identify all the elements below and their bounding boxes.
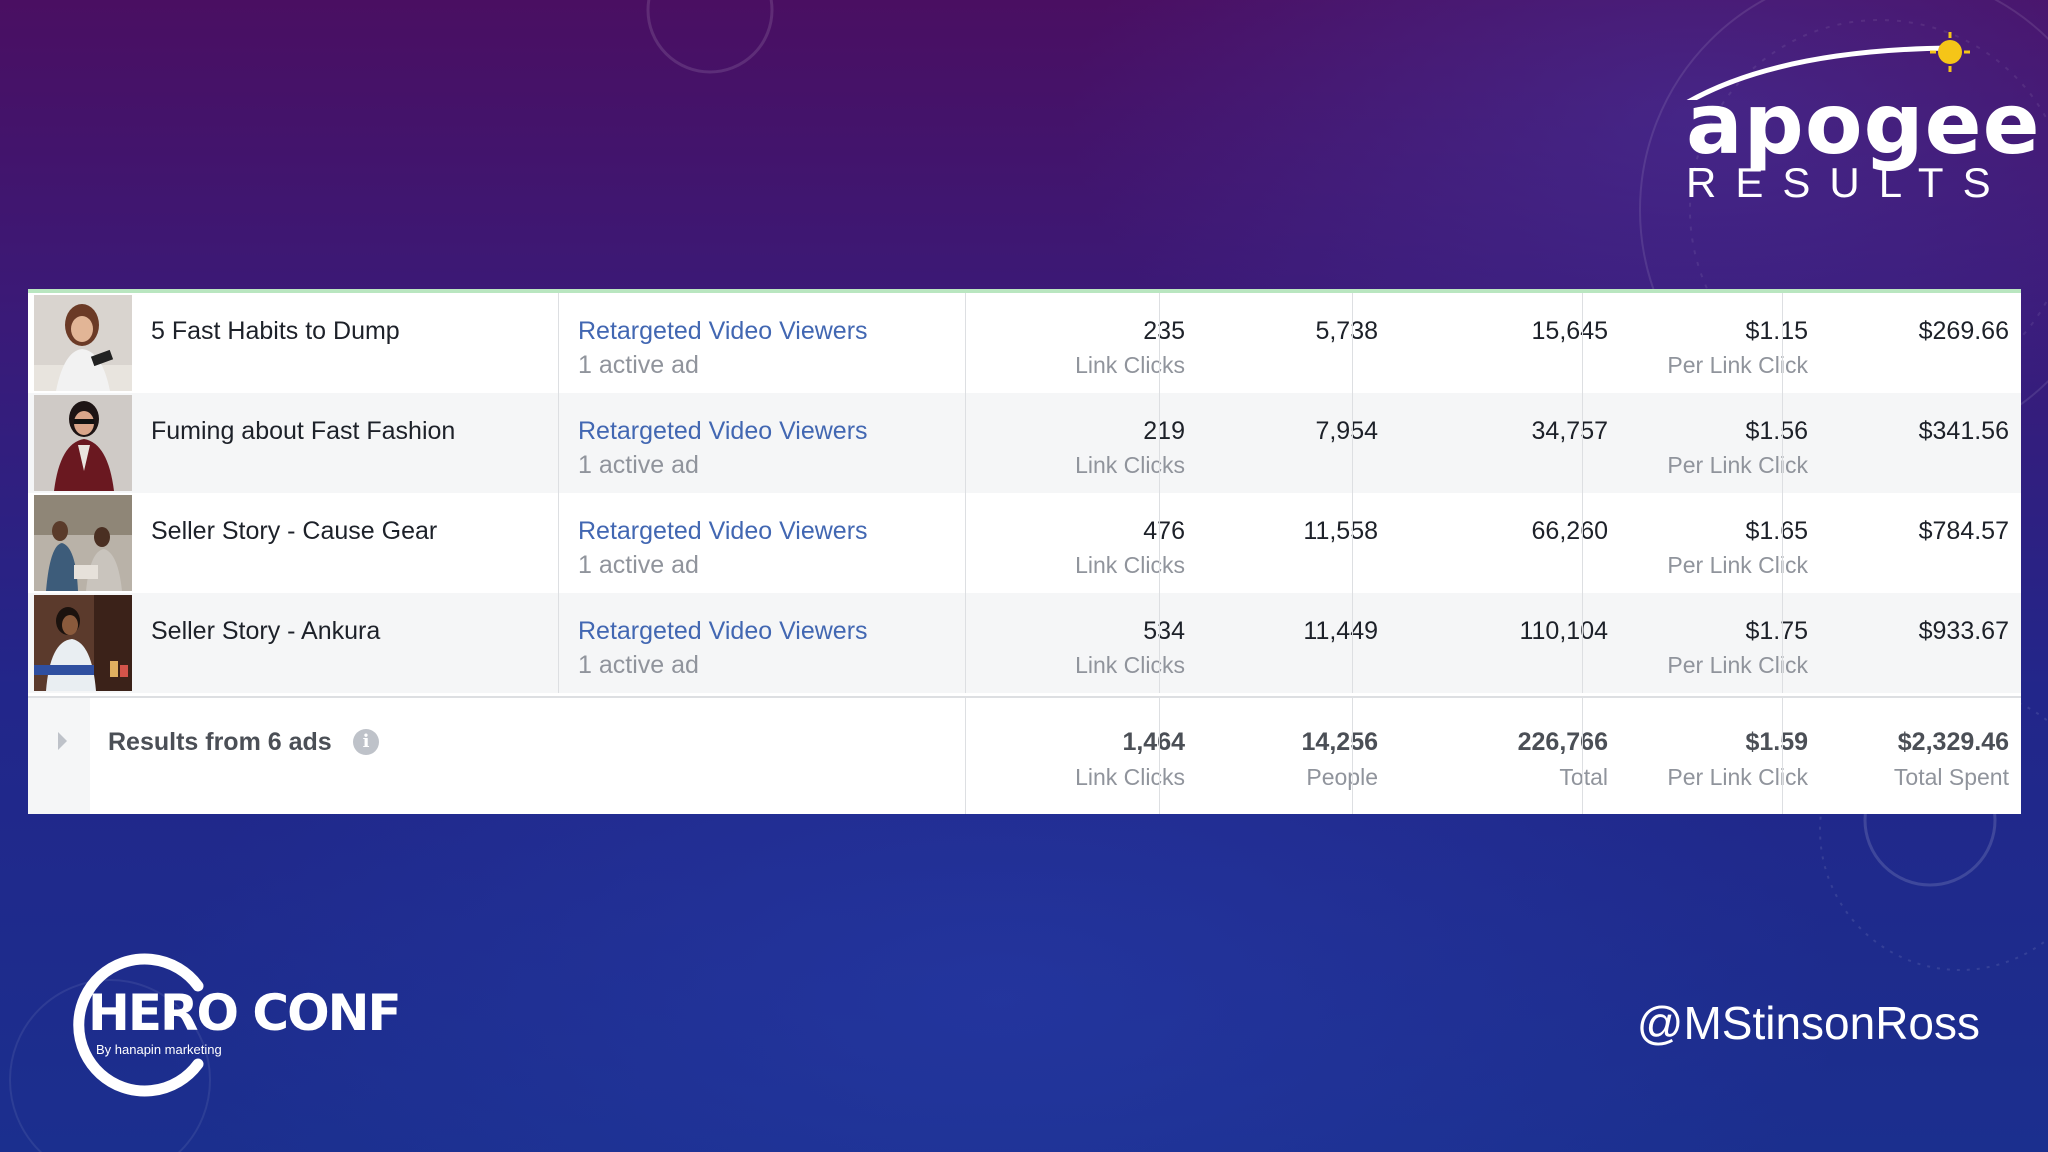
audience-link[interactable]: Retargeted Video Viewers [578,417,868,445]
active-ad-count: 1 active ad [578,551,699,579]
results-value: 219 [1143,417,1185,445]
info-icon[interactable]: i [353,729,379,755]
active-ad-count: 1 active ad [578,651,699,679]
results-value: 534 [1143,617,1185,645]
total-cost-label: Per Link Click [1667,764,1808,790]
company-name: apogee [1686,75,2041,173]
cost-value: $1.56 [1745,417,1808,445]
ad-thumbnail[interactable] [34,595,132,691]
active-ad-count: 1 active ad [578,351,699,379]
total-results-label: Link Clicks [1075,764,1185,790]
hero-conf-logo: HERO CONF By hanapin marketing [60,950,420,1100]
cost-value: $1.65 [1745,517,1808,545]
ad-thumbnail[interactable] [34,495,132,591]
ad-thumbnail[interactable] [34,395,132,491]
impressions-value: 15,645 [1531,317,1608,345]
twitter-handle: @MStinsonRoss [1636,997,1980,1049]
total-reach-label: People [1306,764,1378,790]
swoosh-star-icon [1686,32,1970,100]
reach-value: 11,558 [1303,517,1378,545]
conference-byline: By hanapin marketing [96,1042,222,1057]
total-impressions-value: 226,766 [1517,728,1608,756]
summary-gutter [28,698,90,814]
ad-name[interactable]: Fuming about Fast Fashion [151,417,456,445]
results-label: Link Clicks [1075,352,1185,378]
spent-value: $269.66 [1918,317,2009,345]
ad-name[interactable]: Seller Story - Cause Gear [151,517,438,545]
impressions-value: 66,260 [1531,517,1608,545]
summary-row: Results from 6 ads i 1,464 Link Clicks 1… [28,696,2021,814]
total-spent-label: Total Spent [1893,764,2009,790]
results-label: Link Clicks [1075,452,1185,478]
cost-label: Per Link Click [1667,552,1808,578]
results-value: 235 [1143,317,1185,345]
company-subtitle: RESULTS [1686,159,2010,206]
ad-name[interactable]: 5 Fast Habits to Dump [151,317,400,345]
ad-name[interactable]: Seller Story - Ankura [151,617,381,645]
table-row[interactable]: Seller Story - Cause Gear Retargeted Vid… [28,493,2021,593]
total-reach-value: 14,256 [1301,728,1378,756]
impressions-value: 34,757 [1531,417,1608,445]
cost-value: $1.75 [1745,617,1808,645]
spent-value: $341.56 [1918,417,2009,445]
expand-caret-icon[interactable] [58,732,67,750]
audience-link[interactable]: Retargeted Video Viewers [578,517,868,545]
cost-label: Per Link Click [1667,352,1808,378]
cost-value: $1.15 [1745,317,1808,345]
results-value: 476 [1143,517,1185,545]
reach-value: 11,449 [1303,617,1378,645]
audience-link[interactable]: Retargeted Video Viewers [578,617,868,645]
cost-label: Per Link Click [1667,452,1808,478]
results-label: Link Clicks [1075,552,1185,578]
reach-value: 5,738 [1315,317,1378,345]
active-ad-count: 1 active ad [578,451,699,479]
spent-value: $784.57 [1918,517,2009,545]
total-cost-value: $1.59 [1745,728,1808,756]
ads-results-table: 5 Fast Habits to Dump Retargeted Video V… [28,289,2021,814]
table-row[interactable]: Seller Story - Ankura Retargeted Video V… [28,593,2021,693]
apogee-results-logo: apogee RESULTS [1660,30,2040,220]
spent-value: $933.67 [1918,617,2009,645]
conference-name: HERO CONF [88,984,402,1042]
hero-conf-ring-icon [73,953,204,1097]
results-label: Link Clicks [1075,652,1185,678]
total-impressions-label: Total [1559,764,1608,790]
impressions-value: 110,104 [1519,617,1608,645]
table-row[interactable]: Fuming about Fast Fashion Retargeted Vid… [28,393,2021,493]
total-results-value: 1,464 [1122,728,1185,756]
summary-label: Results from 6 ads [108,728,332,756]
table-row[interactable]: 5 Fast Habits to Dump Retargeted Video V… [28,293,2021,393]
cost-label: Per Link Click [1667,652,1808,678]
total-spent-value: $2,329.46 [1897,728,2009,756]
audience-link[interactable]: Retargeted Video Viewers [578,317,868,345]
reach-value: 7,954 [1315,417,1378,445]
ad-thumbnail[interactable] [34,295,132,391]
